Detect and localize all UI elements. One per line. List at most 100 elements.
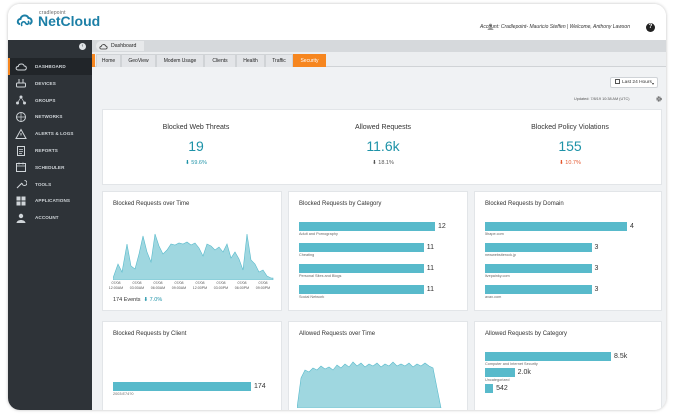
blocked-by-category-panel: Blocked Requests by Category 12 Adult and… (288, 191, 468, 311)
blocked-over-time-panel: Blocked Requests over Time 07/08 12:00AM… (102, 191, 282, 311)
allowed-over-time-chart[interactable] (297, 348, 461, 408)
netcloud-logo[interactable]: cradlepoint NetCloud (16, 10, 100, 28)
kpi-delta: ⬇ 18.1% (290, 160, 476, 166)
tab-security[interactable]: Security (293, 54, 326, 67)
sidebar-item-reports[interactable]: REPORTS (8, 142, 92, 159)
kpi-title: Allowed Requests (354, 124, 412, 131)
report-icon (17, 145, 25, 156)
tab-home[interactable]: Home (96, 54, 121, 67)
bar[interactable] (485, 264, 592, 273)
bar[interactable] (485, 368, 515, 377)
x-tick-label: 07/08 03:00AM (129, 281, 145, 290)
bar[interactable] (485, 285, 592, 294)
x-tick-label: 07/08 09:00AM (171, 281, 187, 290)
blocked-over-time-chart[interactable] (113, 214, 277, 280)
bar[interactable] (299, 264, 424, 273)
panel-title: Blocked Requests by Client (113, 331, 187, 337)
bar[interactable] (485, 222, 627, 231)
bar-label: 5hape.com (485, 232, 504, 236)
bar-value: 11 (426, 265, 434, 272)
bar[interactable] (299, 222, 435, 231)
network-icon (16, 111, 26, 122)
kpi-allowed-requests[interactable]: Allowed Requests 11.6k ⬇ 18.1% (290, 110, 476, 186)
dashboard-content: Last 24 Hours ▾ Updated: 7/8/19 10:38 AM… (92, 67, 666, 410)
sidebar-item-label: ALERTS & LOGS (35, 131, 74, 137)
kpi-summary-card: Blocked Web Threats 19 ⬇ 59.6% Allowed R… (102, 109, 662, 185)
kpi-delta-value: 10.7% (565, 160, 581, 166)
bar-value: 3 (594, 286, 599, 293)
bar-label: newwebsiterock.jp (485, 253, 517, 257)
bar-label: Cheating (299, 253, 315, 257)
x-tick-label: 07/08 12:00PM (192, 281, 208, 290)
sidebar-item-label: APPLICATIONS (35, 198, 71, 204)
sidebar: ‹ DASHBOARD DEVICES GROUPS NETWORKS ALERTS &… (8, 40, 92, 410)
blocked-by-client-panel: Blocked Requests by Client 174 2003:E74?0 (102, 321, 282, 410)
bar[interactable] (485, 243, 592, 252)
events-count: 174 Events ⬇ 7.0% (113, 297, 162, 303)
kpi-title: Blocked Web Threats (162, 124, 230, 131)
tab-accent (92, 54, 95, 67)
time-range-select[interactable]: Last 24 Hours ▾ (610, 77, 658, 88)
alert-icon (15, 128, 27, 139)
user-icon[interactable] (487, 23, 494, 30)
bar-value: 3 (594, 244, 599, 251)
x-tick-label: 07/08 06:00PM (234, 281, 250, 290)
bar[interactable] (485, 384, 494, 393)
kpi-delta-value: 59.6% (191, 160, 207, 166)
blocked-by-domain-panel: Blocked Requests by Domain 4 5hape.com 3 ne… (474, 191, 662, 311)
bar-label: 2003:E74?0 (113, 392, 134, 396)
sidebar-item-label: DASHBOARD (35, 64, 66, 69)
allowed-over-time-panel: Allowed Requests over Time (288, 321, 468, 410)
panel-title: Blocked Requests over Time (113, 201, 190, 207)
breadcrumb[interactable]: Dashboard (96, 41, 145, 51)
bar[interactable] (113, 382, 251, 391)
tab-modem-usage[interactable]: Modem Usage (156, 54, 204, 67)
chevron-left-icon[interactable]: ‹ (79, 43, 86, 50)
gear-icon[interactable] (656, 96, 662, 102)
sidebar-collapse[interactable]: ‹ (8, 40, 92, 54)
bar[interactable] (485, 352, 611, 361)
sidebar-item-alerts-logs[interactable]: ALERTS & LOGS (8, 125, 92, 142)
sidebar-item-dashboard[interactable]: DASHBOARD (8, 58, 92, 75)
events-label: 174 Events (113, 297, 141, 303)
bar[interactable] (299, 285, 424, 294)
sidebar-item-groups[interactable]: GROUPS (8, 92, 92, 109)
kpi-blocked-web-threats[interactable]: Blocked Web Threats 19 ⬇ 59.6% (103, 110, 289, 186)
sidebar-item-label: TOOLS (35, 181, 52, 187)
arrow-down-icon: ⬇ (185, 160, 192, 166)
allowed-by-category-panel: Allowed Requests by Category 8.5k Compute… (474, 321, 662, 410)
arrow-down-icon: ⬇ (559, 160, 566, 166)
kpi-delta-value: 18.1% (378, 160, 394, 166)
kpi-value: 11.6k (366, 138, 400, 154)
bar-label: Adult and Pornography (299, 232, 338, 236)
sidebar-item-account[interactable]: ACCOUNT (8, 209, 92, 226)
sidebar-item-label: SCHEDULER (35, 164, 65, 170)
sidebar-item-networks[interactable]: NETWORKS (8, 108, 92, 125)
kpi-delta: ⬇ 10.7% (477, 160, 663, 166)
arrow-down-icon: ⬇ (372, 160, 379, 166)
bar-label: Uncategorized (485, 378, 510, 382)
top-header: cradlepoint NetCloud Account: Cradlepoin… (8, 4, 666, 40)
groups-icon (16, 95, 26, 105)
blocked-area-series (113, 233, 274, 280)
sidebar-item-applications[interactable]: APPLICATIONS (8, 192, 92, 209)
help-icon[interactable]: ? (646, 23, 655, 32)
account-info[interactable]: Account: Cradlepoint- Mauricio Steffen |… (480, 24, 630, 30)
bar-value: 3 (594, 265, 599, 272)
tab-geoview[interactable]: GeoView (121, 54, 156, 67)
tab-clients[interactable]: Clients (204, 54, 236, 67)
account-icon (16, 213, 26, 223)
sidebar-item-label: GROUPS (35, 97, 56, 103)
panel-title: Blocked Requests by Domain (485, 201, 564, 207)
bar[interactable] (299, 243, 424, 252)
tab-traffic[interactable]: Traffic (265, 54, 293, 67)
sidebar-item-devices[interactable]: DEVICES (8, 75, 92, 92)
sidebar-item-tools[interactable]: TOOLS (8, 176, 92, 193)
bar-value: 174 (254, 383, 266, 390)
tab-health[interactable]: Health (236, 54, 265, 67)
kpi-blocked-policy-violations[interactable]: Blocked Policy Violations 155 ⬇ 10.7% (477, 110, 663, 186)
kpi-delta: ⬇ 59.6% (103, 160, 289, 166)
bar-label: Computer and Internet Security (485, 362, 538, 366)
allowed-area-series (297, 361, 442, 408)
sidebar-item-scheduler[interactable]: SCHEDULER (8, 159, 92, 176)
